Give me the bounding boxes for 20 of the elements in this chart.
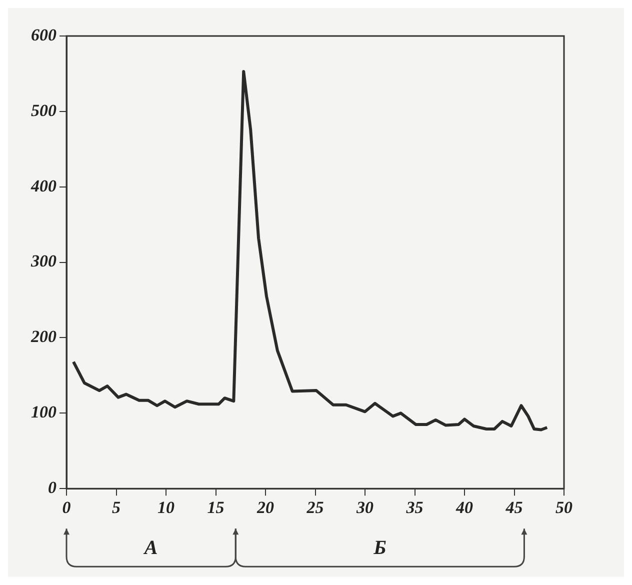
x-tick-label: 40	[455, 498, 474, 518]
y-tick-label: 600	[31, 25, 57, 44]
x-tick-label: 50	[556, 498, 573, 518]
y-tick-label: 400	[30, 176, 57, 196]
x-tick-label: 25	[306, 498, 324, 518]
y-tick-label: 200	[30, 327, 57, 346]
x-tick-label: 15	[207, 498, 225, 518]
x-tick-label: 10	[158, 498, 175, 518]
y-tick-label: 100	[31, 402, 57, 422]
y-tick-label: 0	[48, 478, 57, 497]
y-tick-label: 500	[31, 100, 57, 120]
x-tick-label: 30	[356, 498, 374, 518]
x-tick-label: 35	[405, 498, 424, 518]
text: Б	[374, 536, 386, 560]
x-tick-label: 0	[62, 498, 72, 518]
x-tick-label: 5	[112, 498, 121, 518]
y-tick-label: 300	[30, 252, 57, 271]
x-tick-label: 20	[256, 498, 274, 518]
text: А	[144, 536, 158, 560]
x-tick-label: 45	[504, 498, 524, 518]
